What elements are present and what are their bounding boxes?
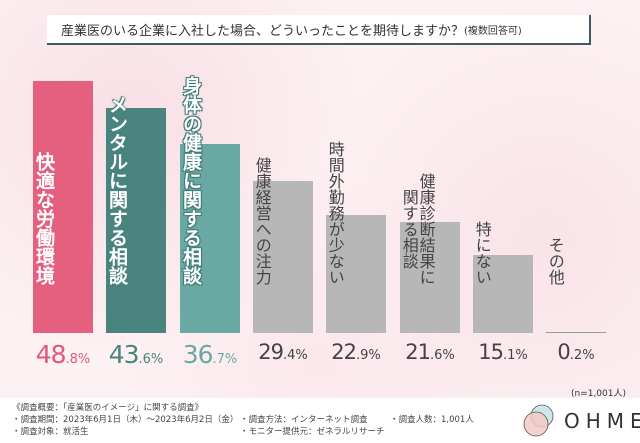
value-decimal: .1% xyxy=(502,348,528,363)
bar xyxy=(33,81,93,333)
bar xyxy=(473,255,533,333)
value-integer: 48 xyxy=(35,340,67,369)
bar-label: 時間外勤務が少ない xyxy=(326,141,386,285)
note-provider: ・モニター提供元：ゼネラルリサーチ xyxy=(240,427,385,437)
bar-label-line: 特にない xyxy=(472,221,492,285)
bar-label: 快適な労働環境 xyxy=(33,152,93,285)
note-overview: 《調査概要：「産業医のイメージ」に関する調査》 xyxy=(12,403,204,413)
bar-label-line: その他 xyxy=(545,237,565,285)
value-decimal: .6% xyxy=(429,348,455,363)
value-decimal: .4% xyxy=(282,348,308,363)
bar-label-line: 健康診断結果に xyxy=(416,173,436,285)
value-label: 15.1% xyxy=(463,340,543,364)
bar-label: 特にない xyxy=(473,221,533,285)
bar-chart: 快適な労働環境 48.8% メンタルに関する相談 43.6% 身体の健康に関する相談 36… xyxy=(23,76,616,369)
value-label: 36.7% xyxy=(170,340,250,369)
bar-label-line: 身体の健康に関する相談 xyxy=(179,76,202,285)
value-integer: 22 xyxy=(331,340,357,364)
value-integer: 21 xyxy=(405,340,431,364)
bar-label-line: 時間外勤務が少ない xyxy=(325,141,345,285)
value-decimal: .9% xyxy=(355,348,381,363)
note-target: ・調査対象：就活生 xyxy=(12,427,89,437)
value-label: 22.9% xyxy=(316,340,396,364)
bar-label: 身体の健康に関する相談 xyxy=(180,76,240,285)
note-period: ・調査期間：2023年6月1日（木）〜2023年6月2日（金） xyxy=(12,415,239,425)
note-count: ・調査人数：1,001人 xyxy=(390,415,474,425)
value-integer: 15 xyxy=(478,340,504,364)
bar xyxy=(400,221,460,333)
title-main: 産業医のいる企業に入社した場合、どういったことを期待しますか？ xyxy=(61,23,465,39)
survey-notes-left: 《調査概要：「産業医のイメージ」に関する調査》 ・調査期間：2023年6月1日（… xyxy=(12,402,238,438)
bar-label-line: 関する相談 xyxy=(399,189,419,269)
value-label: 48.8% xyxy=(23,340,103,369)
value-integer: 29 xyxy=(258,340,284,364)
bar xyxy=(180,143,240,333)
bar-label: その他 xyxy=(546,237,606,285)
value-decimal: .8% xyxy=(65,352,91,367)
survey-notes-right: ・調査人数：1,001人 xyxy=(390,414,474,426)
bar-label: 健康経営への注力 xyxy=(253,157,313,285)
value-label: 0.2% xyxy=(536,340,616,364)
bar-label-line: 快適な労働環境 xyxy=(32,152,55,285)
bar-label: 健康診断結果に 関する相談 xyxy=(400,173,460,285)
value-label: 21.6% xyxy=(390,340,470,364)
value-integer: 43 xyxy=(108,340,140,369)
bar-label: メンタルに関する相談 xyxy=(106,95,166,285)
bar-label-line: 健康経営への注力 xyxy=(252,157,272,285)
bar xyxy=(253,181,313,333)
value-decimal: .2% xyxy=(569,348,595,363)
logo-text: OHME xyxy=(564,409,640,433)
value-label: 29.4% xyxy=(243,340,323,364)
value-decimal: .6% xyxy=(138,352,164,367)
value-decimal: .7% xyxy=(212,352,238,367)
bar xyxy=(546,331,606,333)
title-sub: (複数回答可) xyxy=(464,25,522,37)
value-integer: 0 xyxy=(557,340,570,364)
background xyxy=(0,0,640,400)
ohme-logo: OHME xyxy=(522,403,640,439)
survey-notes-mid: ・調査方法：インターネット調査 ・モニター提供元：ゼネラルリサーチ xyxy=(240,414,385,438)
bar xyxy=(326,214,386,333)
sample-size: (n=1,001人) xyxy=(570,389,626,399)
logo-mark-icon xyxy=(523,404,554,437)
note-method: ・調査方法：インターネット調査 xyxy=(240,415,368,425)
chart-title: 産業医のいる企業に入社した場合、どういったことを期待しますか？ (複数回答可) xyxy=(47,15,591,45)
bar xyxy=(106,108,166,333)
value-integer: 36 xyxy=(182,340,214,369)
value-label: 43.6% xyxy=(96,340,176,369)
bar-label-line: メンタルに関する相談 xyxy=(105,95,128,285)
